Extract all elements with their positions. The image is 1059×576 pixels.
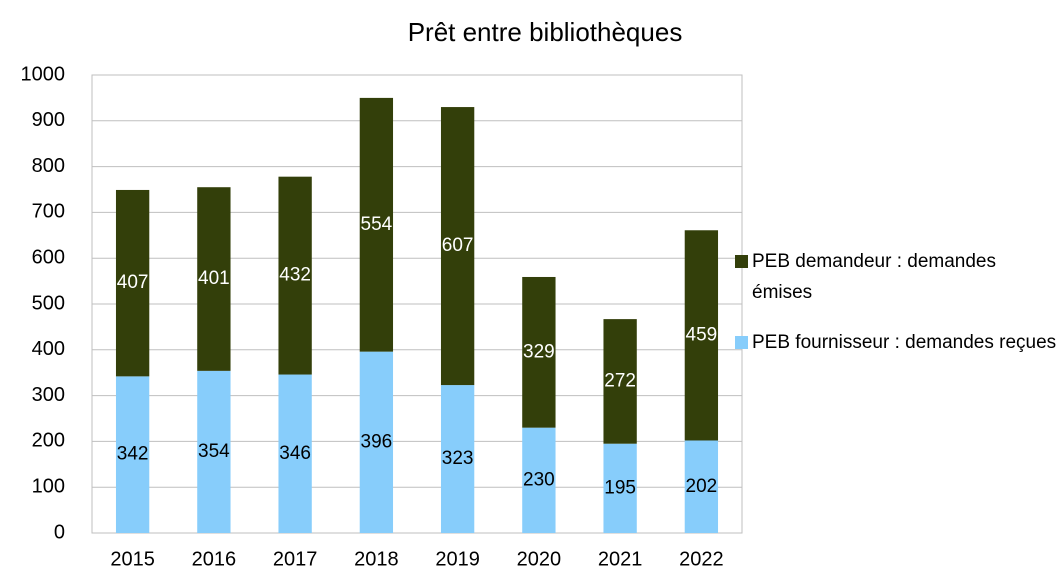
y-tick-label: 400 — [32, 338, 65, 360]
x-tick-label: 2016 — [192, 548, 237, 570]
data-label: 342 — [117, 444, 149, 465]
y-tick-label: 0 — [54, 521, 65, 543]
bar-segment — [359, 351, 394, 533]
x-tick-label: 2021 — [598, 548, 643, 570]
data-label: 272 — [604, 370, 636, 391]
data-label: 554 — [361, 214, 393, 235]
y-tick-label: 1000 — [21, 63, 66, 85]
bar-segment — [197, 187, 231, 371]
bar-segment — [278, 176, 312, 375]
bar-segment — [197, 370, 231, 533]
legend-label: PEB fournisseur : demandes reçues — [752, 332, 1057, 353]
legend-swatch — [735, 336, 748, 349]
x-tick-label: 2019 — [435, 548, 480, 570]
data-label: 323 — [442, 448, 474, 469]
y-tick-label: 700 — [32, 201, 65, 223]
data-label: 607 — [442, 235, 474, 256]
bar-segment — [603, 319, 637, 444]
data-label: 407 — [117, 272, 149, 293]
bar-segment — [115, 189, 150, 377]
bar-segment — [359, 97, 394, 352]
x-tick-label: 2018 — [354, 548, 399, 570]
legend-swatch — [735, 255, 748, 268]
y-tick-label: 300 — [32, 384, 65, 406]
data-label: 401 — [198, 268, 230, 289]
data-label: 459 — [686, 324, 718, 345]
x-tick-label: 2020 — [517, 548, 562, 570]
bar-segment — [522, 427, 556, 533]
y-tick-label: 100 — [32, 475, 65, 497]
data-label: 354 — [198, 441, 230, 462]
data-label: 195 — [604, 477, 636, 498]
bar-segment — [440, 107, 475, 386]
y-tick-label: 600 — [32, 246, 65, 268]
y-tick-label: 200 — [32, 430, 65, 452]
legend-entry: PEB fournisseur : demandes reçues — [752, 332, 1057, 353]
chart-title: Prêt entre bibliothèques — [408, 17, 683, 47]
data-label: 396 — [361, 431, 393, 452]
bar-segment — [684, 440, 719, 533]
x-tick-label: 2022 — [679, 548, 724, 570]
legend-label: PEB demandeur : demandes émises — [752, 251, 996, 303]
y-tick-label: 900 — [32, 109, 65, 131]
data-label: 202 — [686, 476, 718, 497]
data-label: 329 — [523, 341, 555, 362]
bar-segment — [440, 385, 475, 533]
y-tick-label: 800 — [32, 155, 65, 177]
y-tick-label: 500 — [32, 292, 65, 314]
x-tick-label: 2017 — [273, 548, 318, 570]
legend-entry: PEB demandeur : demandes émises — [752, 251, 996, 303]
bar-segment — [603, 443, 637, 533]
bar-segment — [684, 230, 719, 441]
plot-border — [91, 74, 743, 534]
data-label: 346 — [279, 443, 311, 464]
bar-segment — [278, 374, 312, 533]
bar-segment — [522, 276, 556, 428]
x-tick-label: 2015 — [110, 548, 155, 570]
data-label: 432 — [279, 265, 311, 286]
bar-segment — [115, 376, 150, 533]
data-label: 230 — [523, 469, 555, 490]
